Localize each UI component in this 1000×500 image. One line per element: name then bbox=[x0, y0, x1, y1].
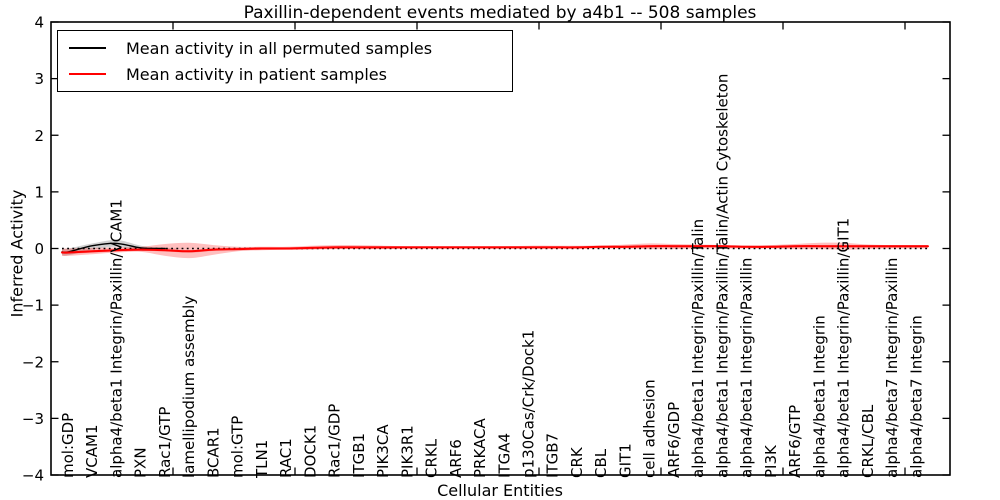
y-tick-label: 3 bbox=[34, 70, 44, 88]
legend: Mean activity in all permuted samples Me… bbox=[57, 30, 513, 92]
legend-label: Mean activity in patient samples bbox=[126, 64, 387, 84]
x-category-label: mol:GTP bbox=[229, 416, 247, 478]
x-category-label: alpha4/beta7 Integrin bbox=[907, 315, 925, 478]
chart-title: Paxillin-dependent events mediated by a4… bbox=[243, 3, 757, 23]
x-category-label: ITGB1 bbox=[350, 433, 368, 478]
x-category-label: alpha4/beta7 Integrin/Paxillin bbox=[883, 258, 901, 478]
y-tick-label: 2 bbox=[34, 127, 44, 145]
x-category-label: alpha4/beta1 Integrin bbox=[810, 315, 828, 478]
legend-label: Mean activity in all permuted samples bbox=[126, 38, 433, 58]
x-category-label: alpha4/beta1 Integrin/Paxillin bbox=[738, 258, 756, 478]
x-category-label: ARF6/GTP bbox=[786, 405, 804, 478]
x-category-label: PIK3CA bbox=[374, 424, 392, 478]
x-category-label: CRK bbox=[568, 446, 586, 478]
y-tick-label: −3 bbox=[22, 410, 44, 428]
x-category-label: ITGB7 bbox=[544, 433, 562, 478]
x-category-label: p130Cas/Crk/Dock1 bbox=[520, 330, 538, 478]
x-category-label: BCAR1 bbox=[204, 427, 222, 478]
x-category-label: alpha4/beta1 Integrin/Paxillin/VCAM1 bbox=[108, 199, 126, 478]
x-category-label: cell adhesion bbox=[641, 379, 659, 478]
band-inner-patient bbox=[62, 244, 928, 254]
x-category-label: TLN1 bbox=[253, 440, 271, 479]
x-category-label: PIK3R1 bbox=[398, 425, 416, 478]
y-axis-title: Inferred Activity bbox=[7, 189, 27, 318]
legend-item: Mean activity in all permuted samples bbox=[58, 35, 512, 61]
x-category-label: CRKL bbox=[423, 438, 441, 478]
x-category-label: ARF6/GDP bbox=[665, 402, 683, 478]
series-line-1 bbox=[61, 245, 929, 254]
x-category-label: PXN bbox=[132, 447, 150, 478]
x-category-label: VCAM1 bbox=[83, 425, 101, 478]
x-category-label: PI3K bbox=[762, 444, 780, 478]
x-category-label: GIT1 bbox=[617, 443, 635, 478]
x-axis-title: Cellular Entities bbox=[437, 481, 563, 500]
y-tick-label: 4 bbox=[34, 14, 44, 32]
x-category-label: lamellipodium assembly bbox=[180, 296, 198, 478]
x-category-label: CBL bbox=[592, 448, 610, 478]
legend-item: Mean activity in patient samples bbox=[58, 61, 512, 87]
y-tick-label: −2 bbox=[22, 353, 44, 371]
y-tick-label: 0 bbox=[34, 240, 44, 258]
x-category-label: Rac1/GDP bbox=[326, 404, 344, 478]
x-category-label: DOCK1 bbox=[301, 425, 319, 478]
x-category-label: Rac1/GTP bbox=[156, 407, 174, 478]
x-category-label: CRKL/CBL bbox=[859, 404, 877, 478]
y-tick-label: 1 bbox=[34, 183, 44, 201]
y-tick-label: −4 bbox=[22, 467, 44, 485]
x-category-label: RAC1 bbox=[277, 438, 295, 478]
x-category-label: ITGA4 bbox=[495, 433, 513, 478]
legend-line-swatch-permuted bbox=[69, 47, 106, 49]
x-category-label: alpha4/beta1 Integrin/Paxillin/Talin bbox=[689, 219, 707, 478]
x-category-label: PRKACA bbox=[471, 417, 489, 478]
x-category-label: mol:GDP bbox=[59, 413, 77, 478]
x-category-label: alpha4/beta1 Integrin/Paxillin/GIT1 bbox=[835, 218, 853, 478]
y-tick-label: −1 bbox=[22, 297, 44, 315]
legend-line-swatch-patient bbox=[69, 73, 106, 75]
x-category-label: alpha4/beta1 Integrin/Paxillin/Talin/Act… bbox=[713, 74, 731, 478]
x-category-label: ARF6 bbox=[447, 439, 465, 478]
